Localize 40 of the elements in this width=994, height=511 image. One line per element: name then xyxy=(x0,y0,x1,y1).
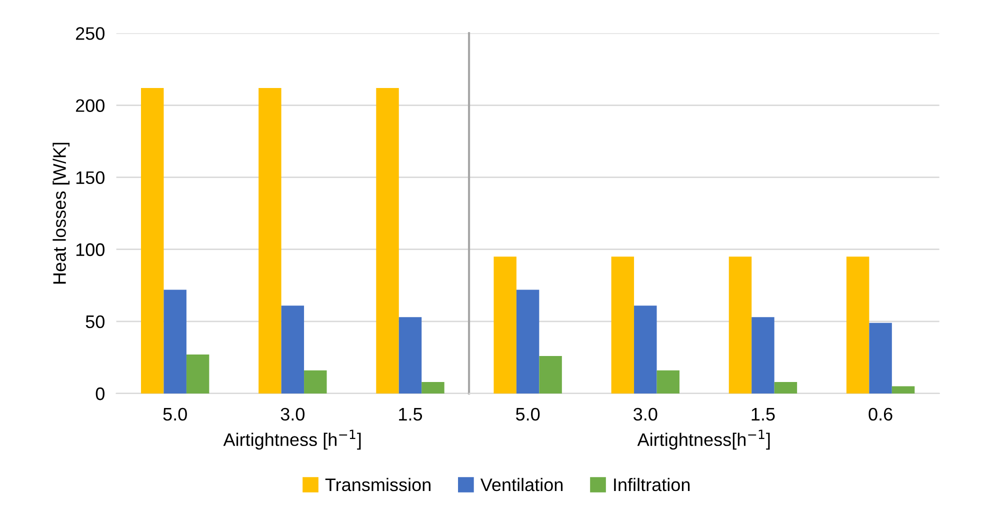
x-tick-label: 5.0 xyxy=(163,408,187,421)
y-axis-title: Heat losses [W/K] xyxy=(52,142,70,284)
x-tick-label: 5.0 xyxy=(516,408,540,421)
bar xyxy=(611,256,634,394)
bar xyxy=(494,256,516,394)
bar xyxy=(376,88,399,394)
bar xyxy=(846,256,870,394)
bar xyxy=(634,306,657,394)
bar xyxy=(656,370,680,394)
bar xyxy=(304,370,327,394)
y-tick-label: 150 xyxy=(76,171,104,184)
bar xyxy=(539,356,562,394)
bar xyxy=(774,382,798,394)
legend-label: Transmission xyxy=(325,478,430,492)
x-tick-label: 0.6 xyxy=(868,408,892,421)
legend-label: Ventilation xyxy=(480,478,563,492)
bar xyxy=(728,256,752,394)
x-tick-label: 3.0 xyxy=(634,408,658,421)
y-tick-label: 0 xyxy=(96,387,104,400)
bar xyxy=(186,354,210,394)
x-axis-title: Airtightness[h$^{−1}$] xyxy=(637,430,770,450)
bar xyxy=(869,322,892,394)
x-tick-label: 3.0 xyxy=(280,408,305,421)
bar xyxy=(281,306,304,394)
bar xyxy=(258,88,282,394)
y-tick-label: 50 xyxy=(86,315,104,328)
bar xyxy=(164,290,186,394)
bar xyxy=(752,317,774,394)
bar xyxy=(140,88,164,394)
bar xyxy=(422,382,444,394)
y-tick-label: 200 xyxy=(76,99,104,112)
legend-label: Infiltration xyxy=(614,478,690,492)
x-tick-label: 1.5 xyxy=(752,408,775,421)
x-tick-label: 1.5 xyxy=(399,408,422,421)
bar xyxy=(892,386,915,394)
x-axis-title: Airtightness [h$^{−1}$] xyxy=(223,430,361,450)
bar xyxy=(398,317,422,394)
y-tick-label: 100 xyxy=(76,243,104,256)
bar xyxy=(516,290,540,394)
y-tick-label: 250 xyxy=(76,27,104,40)
